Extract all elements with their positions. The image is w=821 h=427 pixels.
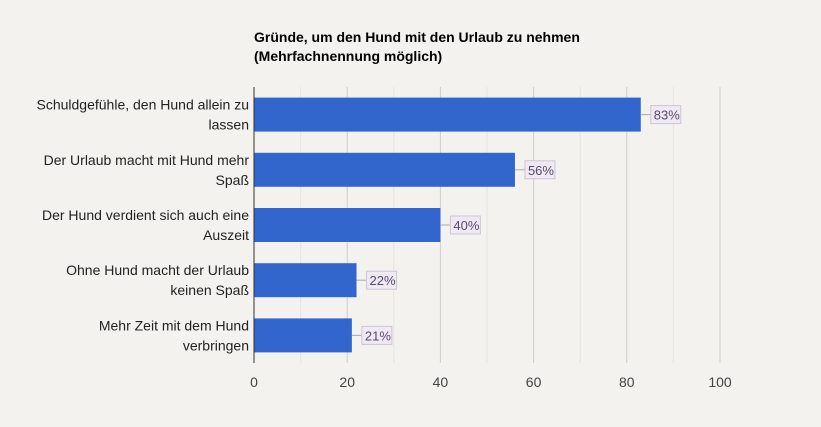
data-label-box xyxy=(366,270,398,290)
category-label: Spaß xyxy=(216,172,249,188)
bar xyxy=(254,318,352,353)
x-tick-label: 80 xyxy=(619,374,635,390)
category-label: verbringen xyxy=(183,337,249,353)
category-label: Der Urlaub macht mit Hund mehr xyxy=(44,152,250,168)
x-tick-label: 20 xyxy=(339,374,355,390)
data-label: 22% xyxy=(370,273,396,288)
bar xyxy=(254,97,641,132)
chart-title-line-1: Gründe, um den Hund mit den Urlaub zu ne… xyxy=(254,29,580,45)
data-label-box xyxy=(449,215,481,235)
x-tick-label: 40 xyxy=(433,374,449,390)
data-label: 40% xyxy=(453,218,479,233)
x-tick-label: 0 xyxy=(250,374,258,390)
bar xyxy=(254,152,515,187)
category-label: Schuldgefühle, den Hund allein zu xyxy=(37,97,250,113)
data-label: 21% xyxy=(365,328,391,343)
category-label: Der Hund verdient sich auch eine xyxy=(42,207,249,223)
data-label-box xyxy=(650,105,682,125)
data-label: 56% xyxy=(528,163,554,178)
data-label: 83% xyxy=(654,108,680,123)
data-label-box xyxy=(524,160,556,180)
category-label: Auszeit xyxy=(203,227,249,243)
bar xyxy=(254,263,357,298)
category-label: Ohne Hund macht der Urlaub xyxy=(66,262,249,278)
data-label-box xyxy=(361,325,393,345)
category-label: lassen xyxy=(209,117,249,133)
x-tick-label: 60 xyxy=(526,374,542,390)
category-label: keinen Spaß xyxy=(170,282,249,298)
chart-title-line-2: (Mehrfachnennung möglich) xyxy=(254,48,442,64)
category-label: Mehr Zeit mit dem Hund xyxy=(99,317,249,333)
bar xyxy=(254,208,441,242)
x-tick-label: 100 xyxy=(708,374,732,390)
